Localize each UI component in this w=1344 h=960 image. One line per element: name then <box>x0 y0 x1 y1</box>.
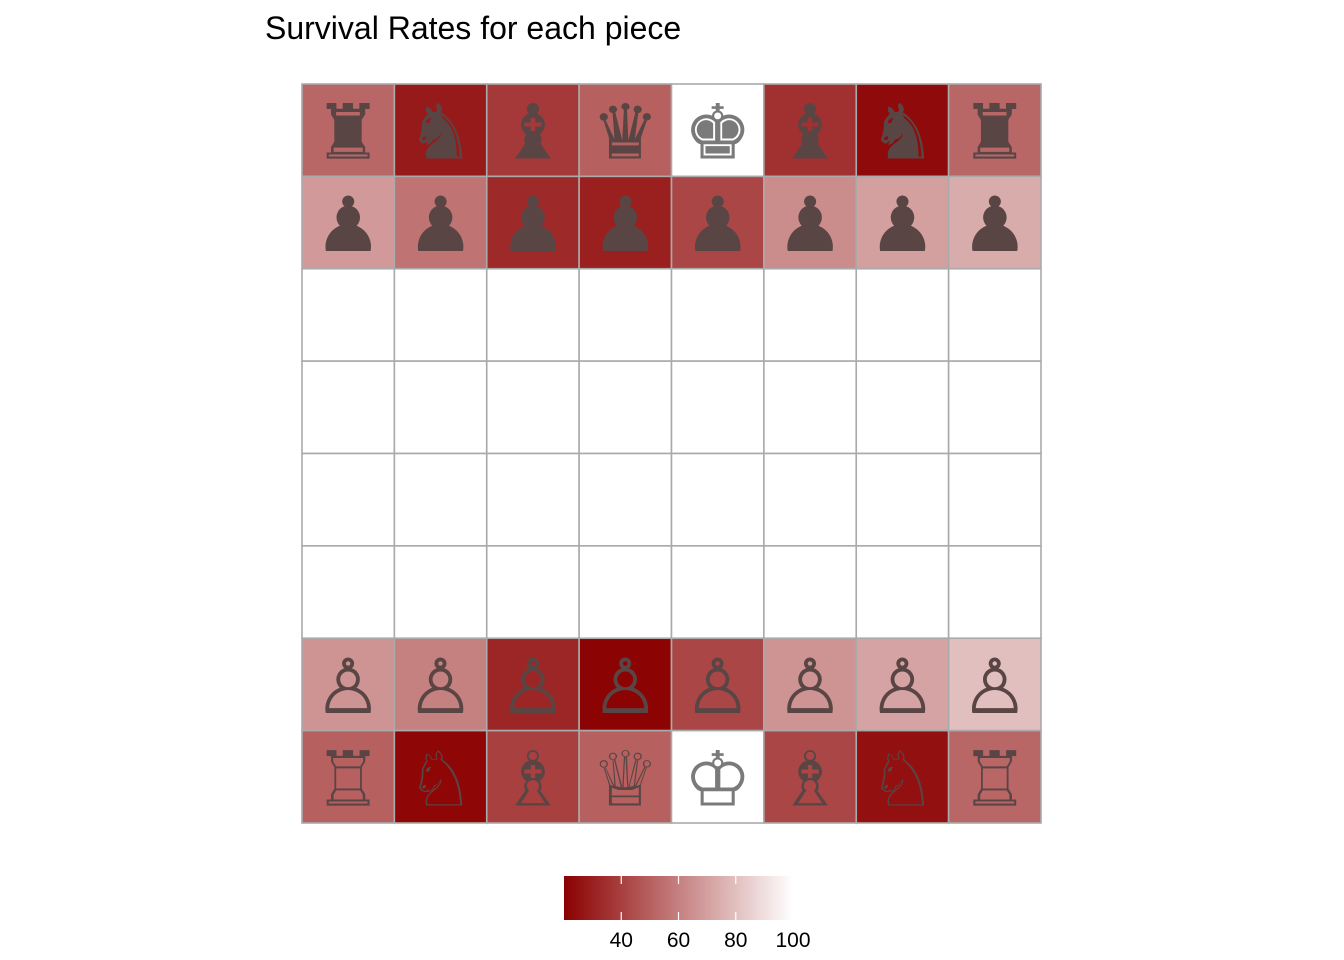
piece-black-P-c7: ♟ <box>499 180 567 269</box>
square-f4 <box>764 454 856 546</box>
square-e5 <box>672 361 764 453</box>
square-a4 <box>302 454 394 546</box>
legend-tick-label-80: 80 <box>724 929 747 952</box>
piece-white-P-h2: ♙ <box>961 642 1029 731</box>
piece-white-P-e2: ♙ <box>684 642 752 731</box>
piece-black-P-e7: ♟ <box>684 180 752 269</box>
square-h5 <box>949 361 1041 453</box>
square-f5 <box>764 361 856 453</box>
square-c4 <box>487 454 579 546</box>
square-g3 <box>856 546 948 638</box>
piece-white-P-c2: ♙ <box>499 642 567 731</box>
square-h6 <box>949 269 1041 361</box>
square-d5 <box>579 361 671 453</box>
square-a3 <box>302 546 394 638</box>
piece-white-K-e1: ♔ <box>684 734 752 823</box>
piece-black-K-e8: ♚ <box>684 88 752 177</box>
square-h4 <box>949 454 1041 546</box>
piece-white-N-g1: ♘ <box>868 734 936 823</box>
square-b3 <box>394 546 486 638</box>
piece-white-P-d2: ♙ <box>591 642 659 731</box>
square-d3 <box>579 546 671 638</box>
square-e6 <box>672 269 764 361</box>
piece-black-P-f7: ♟ <box>776 180 844 269</box>
piece-black-Q-d8: ♛ <box>591 88 659 177</box>
square-b5 <box>394 361 486 453</box>
piece-white-N-b1: ♘ <box>406 734 474 823</box>
square-a6 <box>302 269 394 361</box>
piece-white-B-f1: ♗ <box>776 734 844 823</box>
square-d6 <box>579 269 671 361</box>
square-c3 <box>487 546 579 638</box>
square-c5 <box>487 361 579 453</box>
piece-white-P-g2: ♙ <box>868 642 936 731</box>
piece-white-P-f2: ♙ <box>776 642 844 731</box>
piece-black-P-h7: ♟ <box>961 180 1029 269</box>
piece-black-P-d7: ♟ <box>591 180 659 269</box>
square-g5 <box>856 361 948 453</box>
piece-white-R-h1: ♖ <box>961 734 1029 823</box>
piece-black-P-g7: ♟ <box>868 180 936 269</box>
piece-black-B-c8: ♝ <box>499 88 567 177</box>
square-d4 <box>579 454 671 546</box>
legend-tick-label-40: 40 <box>610 929 633 952</box>
square-f6 <box>764 269 856 361</box>
piece-black-P-a7: ♟ <box>314 180 382 269</box>
piece-black-N-b8: ♞ <box>406 88 474 177</box>
piece-black-N-g8: ♞ <box>868 88 936 177</box>
square-b6 <box>394 269 486 361</box>
piece-black-B-f8: ♝ <box>776 88 844 177</box>
piece-black-P-b7: ♟ <box>406 180 474 269</box>
square-a5 <box>302 361 394 453</box>
chess-board: ♜ ♞ ♝ ♛ ♚ ♝ ♞ ♜♟ ♟ ♟ ♟ ♟ ♟ ♟ ♟♙ ♙ ♙ ♙ ♙ ♙ ♙ ♙♖ ♘ ♗ ♕ ♔ ♗ ♘ ♖ <box>302 84 1041 823</box>
piece-white-P-a2: ♙ <box>314 642 382 731</box>
square-c6 <box>487 269 579 361</box>
legend-tick-label-100: 100 <box>775 929 810 952</box>
piece-white-R-a1: ♖ <box>314 734 382 823</box>
square-e4 <box>672 454 764 546</box>
piece-black-R-h8: ♜ <box>961 88 1029 177</box>
piece-white-P-b2: ♙ <box>406 642 474 731</box>
square-f3 <box>764 546 856 638</box>
square-e3 <box>672 546 764 638</box>
piece-black-R-a8: ♜ <box>314 88 382 177</box>
legend-tick-label-60: 60 <box>667 929 690 952</box>
piece-white-B-c1: ♗ <box>499 734 567 823</box>
square-h3 <box>949 546 1041 638</box>
color-legend: 40 60 80 100 <box>564 876 811 952</box>
square-g6 <box>856 269 948 361</box>
square-b4 <box>394 454 486 546</box>
piece-white-Q-d1: ♕ <box>591 734 659 823</box>
square-g4 <box>856 454 948 546</box>
